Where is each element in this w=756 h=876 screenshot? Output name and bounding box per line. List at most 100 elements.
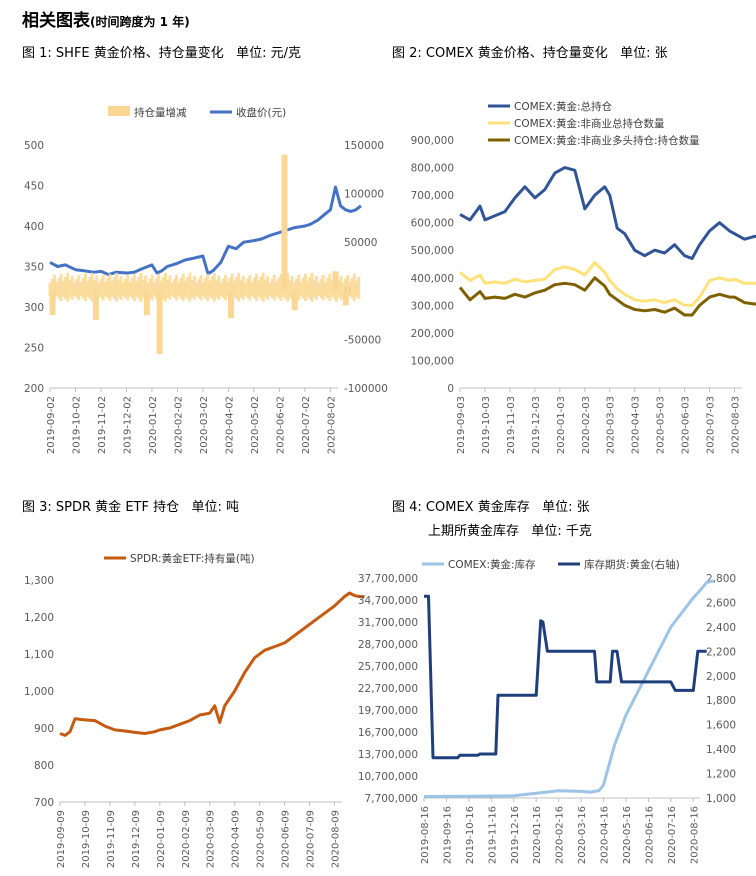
bar-noise: [339, 275, 343, 300]
x-tick-label: 2020-03-02: [199, 396, 210, 454]
y2-tick-label: 2,800: [706, 573, 736, 585]
bar-noise: [221, 278, 225, 298]
x-tick-label: 2019-12-03: [531, 396, 542, 454]
bar-noise: [61, 280, 65, 297]
bar-noise: [303, 273, 307, 301]
x-tick-label: 2019-12-09: [131, 810, 142, 868]
y-tick-label: 1,300: [24, 575, 54, 587]
bar-noise: [52, 274, 56, 301]
y-tick-label: 31,700,000: [358, 617, 418, 629]
x-tick-label: 2020-01-09: [156, 810, 167, 868]
x-tick-label: 2020-07-03: [706, 396, 717, 454]
x-tick-label: 2019-10-16: [465, 806, 476, 864]
bar-noise: [275, 281, 279, 297]
y-tick-label: 700,000: [411, 190, 454, 202]
bar-noise: [121, 282, 125, 296]
x-tick-label: 2020-07-16: [667, 806, 678, 864]
bar-noise: [348, 281, 352, 297]
bar-noise: [257, 280, 261, 297]
bar-noise: [337, 279, 341, 298]
bar-noise: [106, 277, 110, 299]
bar: [49, 290, 56, 316]
bar-noise: [95, 275, 99, 300]
bar-noise: [126, 274, 130, 301]
y2-tick-label: 1,400: [706, 744, 736, 756]
bar-noise: [263, 279, 267, 298]
series-line: [459, 261, 756, 307]
bar-noise: [199, 274, 203, 301]
y-tick-label: 700: [34, 797, 54, 809]
bar-noise: [241, 275, 245, 300]
bar-noise: [352, 273, 356, 301]
bar-noise: [357, 276, 361, 300]
bar-noise: [326, 277, 330, 299]
y-tick-label: 300: [24, 302, 44, 314]
bar: [92, 290, 99, 320]
bar-noise: [81, 277, 85, 299]
bar-noise: [246, 278, 250, 298]
x-tick-label: 2020-06-03: [681, 396, 692, 454]
x-tick-label: 2020-04-02: [224, 396, 235, 454]
bar: [281, 154, 288, 291]
bar-noise: [243, 282, 247, 296]
bar-noise: [219, 282, 223, 296]
bar-noise: [297, 274, 301, 301]
x-tick-label: 2019-09-03: [456, 396, 467, 454]
bar-noise: [97, 282, 101, 296]
bar-noise: [277, 277, 281, 299]
bar-noise: [286, 272, 290, 302]
legend-label: 持仓量增减: [134, 106, 187, 119]
y-tick-label: 500,000: [411, 245, 454, 257]
x-tick-label: 2019-10-09: [81, 810, 92, 868]
bar-noise: [270, 278, 274, 298]
bar-noise: [186, 276, 190, 300]
y-tick-label: 900,000: [411, 135, 454, 147]
x-tick-label: 2020-05-03: [656, 396, 667, 454]
y-tick-label: 1,200: [24, 612, 54, 624]
y-tick-label: 13,700,000: [358, 749, 418, 761]
x-tick-label: 2020-08-03: [731, 396, 742, 454]
bar-noise: [161, 276, 165, 300]
x-tick-label: 2019-10-02: [71, 396, 82, 454]
bar-noise: [157, 273, 161, 301]
bar-noise: [92, 279, 96, 298]
y-tick-label: 400,000: [411, 273, 454, 285]
bar-noise: [312, 279, 316, 298]
bar-noise: [212, 272, 216, 302]
bar-noise: [115, 272, 119, 302]
x-tick-label: 2020-06-02: [275, 396, 286, 454]
bar-noise: [317, 282, 321, 296]
x-tick-label: 2020-07-02: [301, 396, 312, 454]
y-tick-label: 200,000: [411, 328, 454, 340]
x-tick-label: 2019-10-03: [481, 396, 492, 454]
page-title: 相关图表(时间跨度为 1 年): [22, 11, 190, 31]
y-tick-label: 10,700,000: [358, 771, 418, 783]
x-tick-label: 2020-03-16: [577, 806, 588, 864]
bar-noise: [181, 273, 185, 301]
bar-noise: [354, 280, 358, 297]
bar-noise: [104, 281, 108, 297]
bar-noise: [255, 273, 259, 301]
y-tick-label: 600,000: [411, 218, 454, 230]
x-tick-label: 2019-09-16: [442, 806, 453, 864]
y-tick-label: 1,100: [24, 649, 54, 661]
y2-tick-label: 1,600: [706, 720, 736, 732]
bar-noise: [217, 275, 221, 300]
bar-noise: [201, 281, 205, 297]
bar: [342, 290, 349, 306]
chart4-subtitle: 上期所黄金库存 单位: 千克: [428, 524, 592, 539]
bar-noise: [261, 272, 265, 302]
x-tick-label: 2020-05-02: [250, 396, 261, 454]
y-tick-label: 16,700,000: [358, 727, 418, 739]
bar-noise: [90, 272, 94, 302]
bar-noise: [159, 280, 163, 297]
y2-tick-label: 1,200: [706, 769, 736, 781]
bar-noise: [323, 281, 327, 297]
y-tick-label: 25,700,000: [358, 661, 418, 673]
bar-noise: [144, 275, 148, 300]
bar-noise: [346, 274, 350, 301]
y2-tick-label: 2,200: [706, 646, 736, 658]
y-tick-label: 800: [34, 760, 54, 772]
y-tick-label: 900: [34, 723, 54, 735]
